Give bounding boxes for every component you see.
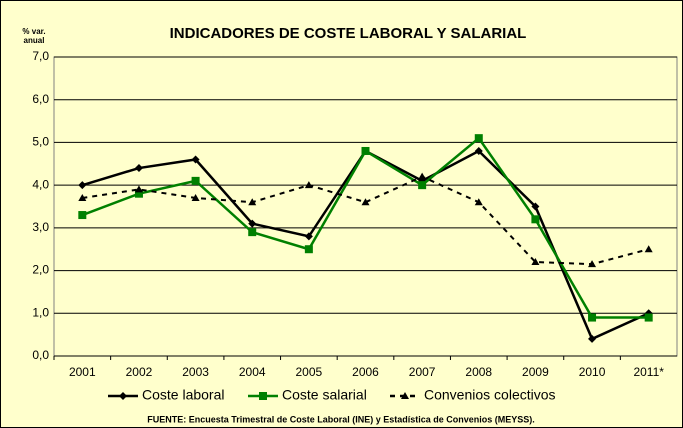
data-point <box>304 232 313 241</box>
data-point <box>248 198 257 206</box>
data-point <box>78 181 87 190</box>
x-tick-label: 2007 <box>409 365 436 379</box>
legend-label: Convenios colectivos <box>424 387 556 403</box>
x-tick-label: 2006 <box>352 365 379 379</box>
data-point <box>588 313 597 322</box>
data-point <box>474 198 483 206</box>
y-tick-label: 4,0 <box>32 177 49 191</box>
y-tick-label: 3,0 <box>32 220 49 234</box>
data-point <box>474 146 483 155</box>
x-tick-label: 2001 <box>69 365 96 379</box>
data-point <box>78 193 87 201</box>
data-point <box>531 258 540 266</box>
data-point <box>134 189 143 198</box>
y-axis-label: anual <box>24 36 45 45</box>
y-tick-label: 1,0 <box>32 305 49 319</box>
data-point <box>248 228 257 237</box>
y-tick-label: 6,0 <box>32 92 49 106</box>
x-tick-label: 2002 <box>126 365 153 379</box>
y-tick-label: 2,0 <box>32 263 49 277</box>
data-point <box>531 215 540 224</box>
y-tick-label: 5,0 <box>32 135 49 149</box>
data-point <box>361 146 370 155</box>
y-tick-label: 0,0 <box>32 348 49 362</box>
data-point <box>418 172 427 180</box>
x-tick-label: 2010 <box>579 365 606 379</box>
data-point <box>588 334 597 343</box>
legend-marker <box>401 392 409 399</box>
data-point <box>191 193 200 201</box>
source-note: FUENTE: Encuesta Trimestral de Coste Lab… <box>147 414 535 424</box>
legend-marker <box>119 392 127 400</box>
data-point <box>191 155 200 164</box>
x-tick-label: 2008 <box>465 365 492 379</box>
data-point <box>304 245 313 254</box>
x-tick-label: 2005 <box>296 365 323 379</box>
legend-label: Coste laboral <box>142 387 225 403</box>
legend-marker <box>259 392 267 400</box>
data-point <box>191 176 200 185</box>
data-point <box>588 260 597 268</box>
data-point <box>531 202 540 211</box>
data-point <box>134 185 143 193</box>
data-point <box>304 181 313 189</box>
data-point <box>361 198 370 206</box>
y-tick-label: 7,0 <box>32 49 49 63</box>
x-tick-label: 2011* <box>633 365 664 379</box>
data-point <box>644 245 653 253</box>
data-point <box>248 219 257 228</box>
data-point <box>644 313 653 322</box>
data-point <box>134 164 143 173</box>
x-tick-label: 2004 <box>239 365 266 379</box>
x-tick-label: 2009 <box>522 365 549 379</box>
y-axis-label: % var. <box>22 27 45 36</box>
x-tick-label: 2003 <box>182 365 209 379</box>
data-point <box>418 181 427 190</box>
data-point <box>474 134 483 143</box>
chart-title: INDICADORES DE COSTE LABORAL Y SALARIAL <box>170 25 527 42</box>
data-point <box>78 211 87 220</box>
legend-label: Coste salarial <box>282 387 367 403</box>
